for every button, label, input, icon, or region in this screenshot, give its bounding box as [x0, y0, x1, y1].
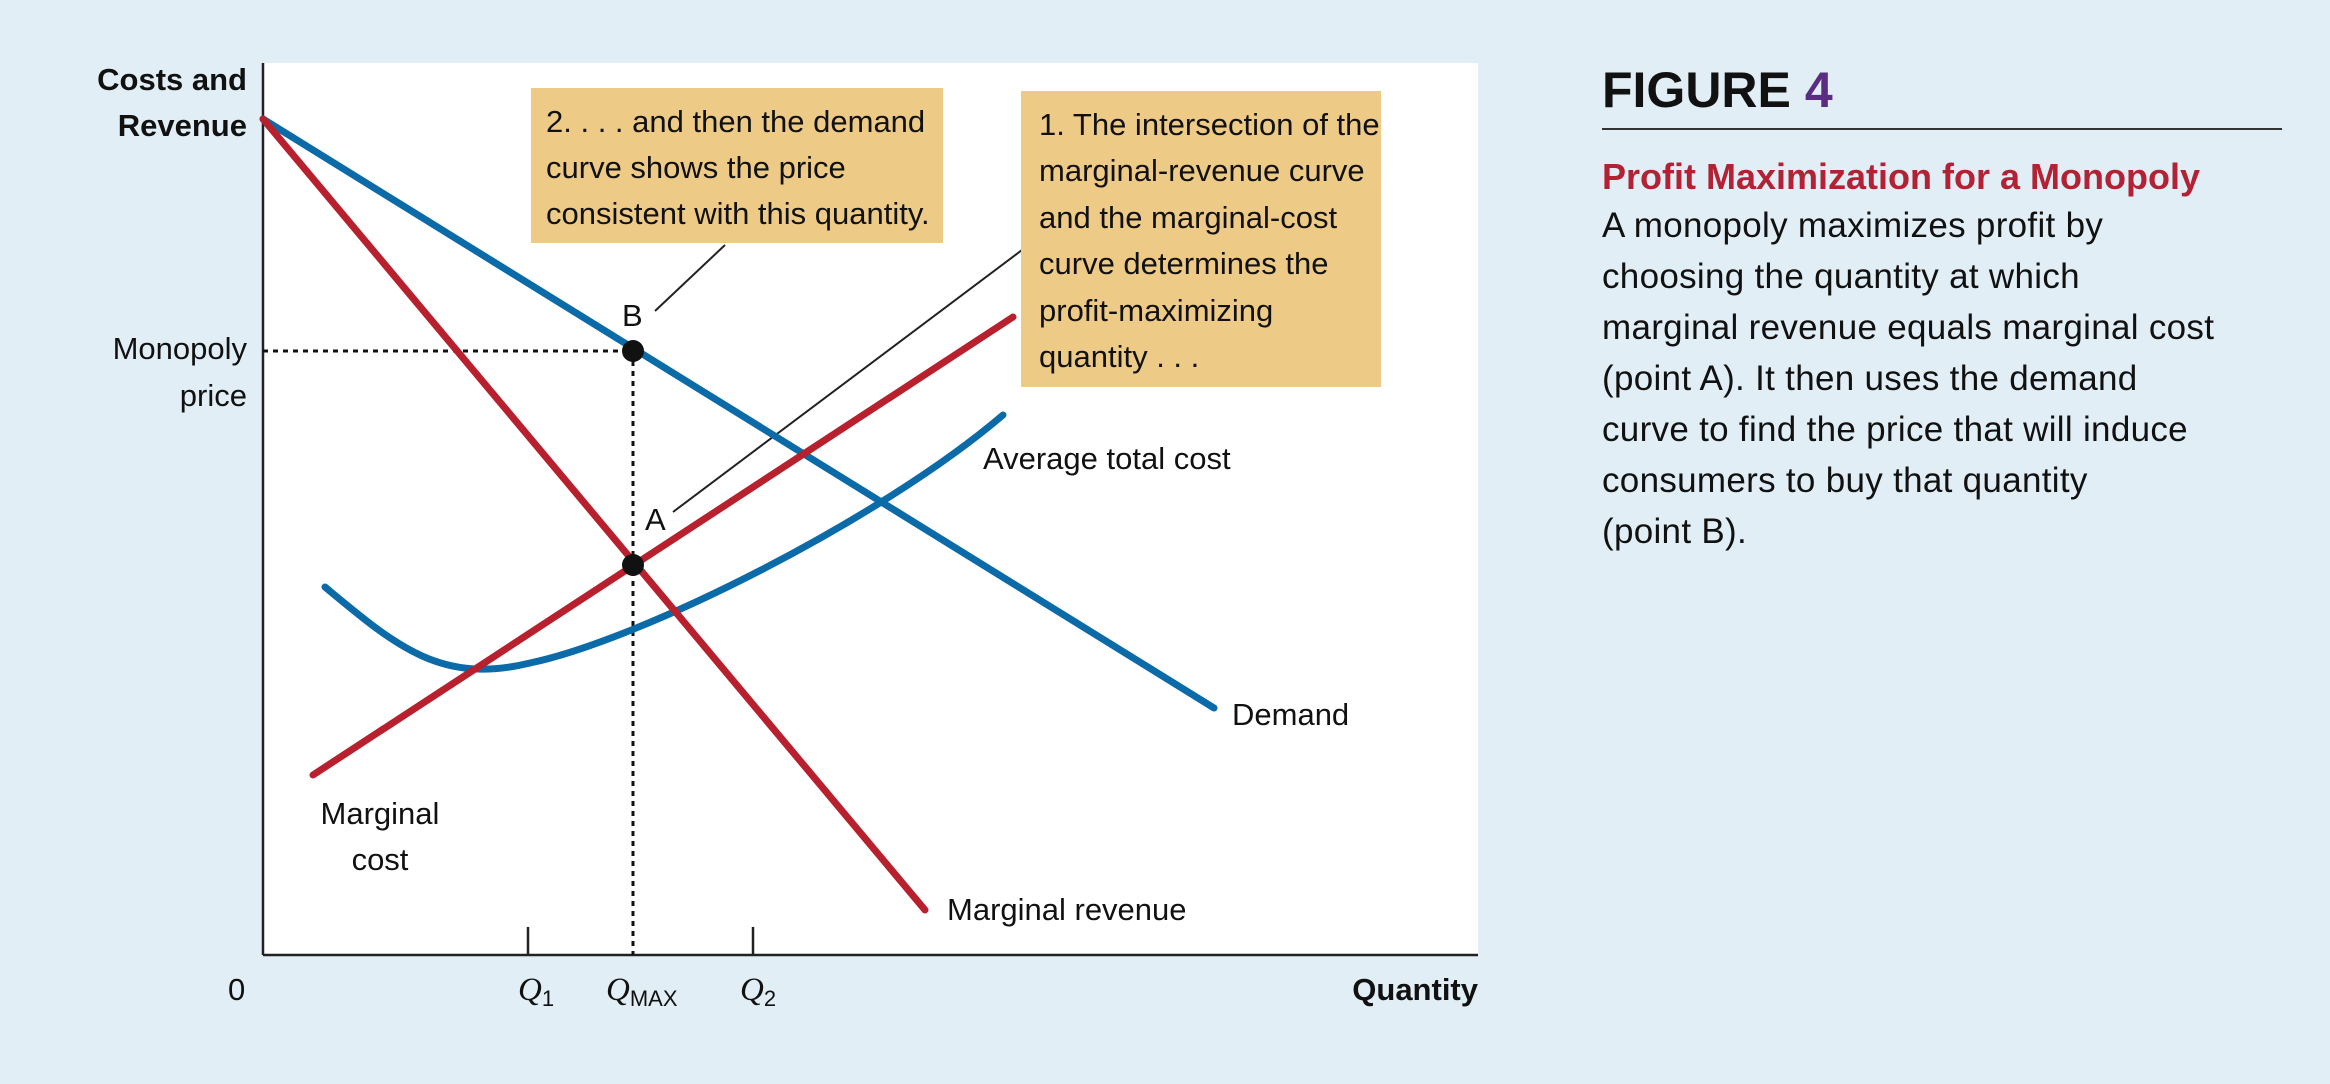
- average-total-cost-label: Average total cost: [983, 441, 1231, 476]
- tick-label-sub: 2: [764, 986, 776, 1011]
- tick-label-main: Q: [606, 972, 630, 1008]
- callout-1-box: [1021, 91, 1381, 387]
- figure-title: Profit Maximization for a Monopoly: [1602, 156, 2201, 197]
- marginal-cost-curve: [309, 313, 1017, 779]
- tick-label-main: Q: [518, 972, 542, 1008]
- tick-label-q1: Q1: [518, 972, 554, 1011]
- callout-2-line: consistent with this quantity.: [546, 196, 930, 231]
- callout-1-line: profit-maximizing: [1039, 293, 1273, 328]
- origin-label: 0: [228, 972, 245, 1007]
- caption-line: (point A). It then uses the demand: [1602, 359, 2138, 398]
- figure-divider: [1602, 128, 2282, 130]
- point-b-label: B: [622, 298, 643, 333]
- caption-line: (point B).: [1602, 512, 1747, 551]
- callout-1-line: curve determines the: [1039, 246, 1328, 281]
- monopoly-price-label: Monopoly: [113, 331, 248, 366]
- marginal-revenue-label: Marginal revenue: [947, 892, 1187, 927]
- callout-2-leader: [654, 244, 726, 312]
- figure-caption: A monopoly maximizes profit by choosing …: [1602, 200, 2282, 557]
- caption-line: marginal revenue equals marginal cost: [1602, 308, 2215, 347]
- marginal-cost-label: cost: [352, 842, 409, 877]
- callout-1-line: marginal-revenue curve: [1039, 153, 1365, 188]
- callout-1: 1. The intersection of the marginal-reve…: [1021, 91, 1381, 387]
- caption-line: A monopoly maximizes profit by: [1602, 206, 2104, 245]
- callout-2: 2. . . . and then the demand curve shows…: [531, 88, 943, 243]
- y-axis-title: Costs and: [97, 62, 247, 97]
- tick-label-sub: 1: [542, 986, 554, 1011]
- marginal-revenue-curve: [259, 115, 929, 914]
- caption-line: curve to find the price that will induce: [1602, 410, 2188, 449]
- figure-label: FIGURE: [1602, 62, 1791, 118]
- marginal-cost-label: Marginal: [321, 796, 440, 831]
- average-total-cost-curve: [321, 411, 1007, 673]
- tick-label-main: Q: [740, 972, 764, 1008]
- point-a-marker: [622, 554, 644, 576]
- callout-1-line: and the marginal-cost: [1039, 200, 1337, 235]
- caption-line: choosing the quantity at which: [1602, 257, 2080, 296]
- callout-1-line: quantity . . .: [1039, 339, 1199, 374]
- figure-number: 4: [1804, 62, 1833, 118]
- tick-label-qmax: QMAX: [606, 972, 678, 1011]
- callout-2-line: 2. . . . and then the demand: [546, 104, 925, 139]
- callout-2-line: curve shows the price: [546, 150, 846, 185]
- demand-curve: [259, 115, 1218, 712]
- x-axis-title: Quantity: [1352, 972, 1478, 1007]
- callout-2-box: [531, 88, 943, 243]
- callout-1-leader: [672, 249, 1023, 513]
- callout-1-line: 1. The intersection of the: [1039, 107, 1380, 142]
- figure-caption-panel: FIGURE 4 Profit Maximization for a Monop…: [1602, 60, 2282, 557]
- figure-heading: FIGURE 4: [1602, 60, 2282, 120]
- point-a-label: A: [645, 502, 666, 537]
- caption-line: consumers to buy that quantity: [1602, 461, 2088, 500]
- tick-label-sub: MAX: [630, 986, 678, 1011]
- monopoly-price-label: price: [180, 378, 247, 413]
- demand-label: Demand: [1232, 697, 1349, 732]
- tick-label-q2: Q2: [740, 972, 776, 1011]
- point-b-marker: [622, 340, 644, 362]
- y-axis-title: Revenue: [118, 108, 247, 143]
